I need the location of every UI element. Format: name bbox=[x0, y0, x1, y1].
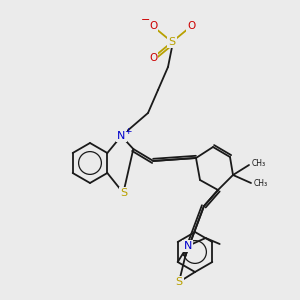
Text: S: S bbox=[120, 188, 127, 198]
Text: S: S bbox=[168, 37, 175, 47]
Text: O: O bbox=[149, 21, 157, 31]
Text: O: O bbox=[187, 21, 195, 31]
Text: N: N bbox=[117, 131, 125, 141]
Text: −: − bbox=[141, 15, 151, 25]
Text: N: N bbox=[184, 241, 192, 251]
Text: CH₃: CH₃ bbox=[254, 179, 268, 188]
Text: CH₃: CH₃ bbox=[252, 160, 266, 169]
Text: +: + bbox=[124, 128, 132, 136]
Text: S: S bbox=[176, 277, 183, 287]
Text: O: O bbox=[149, 53, 157, 63]
